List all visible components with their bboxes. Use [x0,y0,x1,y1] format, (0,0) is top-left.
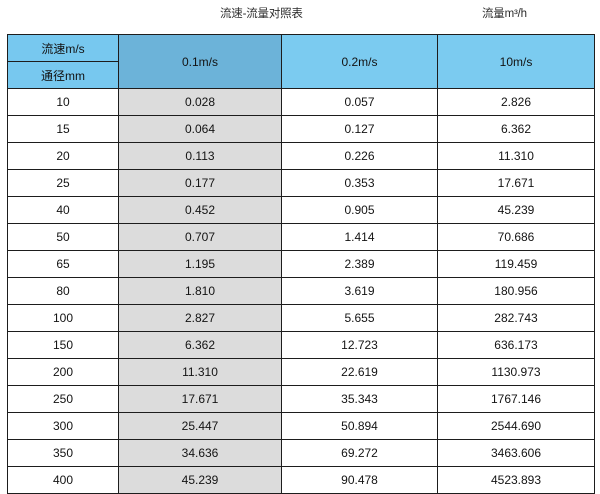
table-row: 25 0.177 0.353 17.671 [7,169,595,197]
cell-flow-value: 0.127 [281,115,438,143]
cell-flow-value: 0.057 [281,88,438,116]
cell-nominal-diameter: 25 [7,169,119,197]
column-header-0: 0.1m/s [118,34,282,89]
cell-flow-value: 3.619 [281,277,438,305]
table-row: 250 17.671 35.343 1767.146 [7,385,595,413]
cell-flow-value: 0.028 [118,88,282,116]
cell-nominal-diameter: 300 [7,412,119,440]
flow-units-label: 流量m³/h [482,8,527,20]
cell-flow-value: 0.452 [118,196,282,224]
corner-header-velocity-label: 流速m/s [7,34,119,62]
cell-nominal-diameter: 400 [7,466,119,494]
cell-flow-value: 50.894 [281,412,438,440]
cell-flow-value: 34.636 [118,439,282,467]
table-row: 150 6.362 12.723 636.173 [7,331,595,359]
cell-flow-value: 2544.690 [437,412,595,440]
cell-flow-value: 119.459 [437,250,595,278]
cell-nominal-diameter: 65 [7,250,119,278]
cell-nominal-diameter: 50 [7,223,119,251]
cell-flow-value: 1767.146 [437,385,595,413]
table-row: 200 11.310 22.619 1130.973 [7,358,595,386]
cell-flow-value: 6.362 [118,331,282,359]
cell-flow-value: 11.310 [118,358,282,386]
cell-flow-value: 6.362 [437,115,595,143]
cell-flow-value: 17.671 [437,169,595,197]
cell-flow-value: 35.343 [281,385,438,413]
table-row: 100 2.827 5.655 282.743 [7,304,595,332]
cell-flow-value: 3463.606 [437,439,595,467]
cell-flow-value: 0.707 [118,223,282,251]
table-row: 15 0.064 0.127 6.362 [7,115,595,143]
flow-velocity-table: 流速m/s 0.1m/s 0.2m/s 10m/s 通径mm 10 0.028 0.… [7,34,595,494]
cell-flow-value: 1.195 [118,250,282,278]
cell-flow-value: 1.414 [281,223,438,251]
cell-nominal-diameter: 20 [7,142,119,170]
table-row: 40 0.452 0.905 45.239 [7,196,595,224]
caption-row: 流速-流量对照表 流量m³/h [0,6,600,28]
table-row: 20 0.113 0.226 11.310 [7,142,595,170]
cell-flow-value: 0.113 [118,142,282,170]
cell-flow-value: 17.671 [118,385,282,413]
cell-nominal-diameter: 250 [7,385,119,413]
table-row: 10 0.028 0.057 2.826 [7,88,595,116]
cell-flow-value: 2.389 [281,250,438,278]
cell-flow-value: 0.226 [281,142,438,170]
header-row-bottom: 通径mm [7,61,595,89]
cell-nominal-diameter: 40 [7,196,119,224]
cell-flow-value: 2.826 [437,88,595,116]
cell-flow-value: 69.272 [281,439,438,467]
cell-flow-value: 70.686 [437,223,595,251]
cell-flow-value: 25.447 [118,412,282,440]
corner-header-diameter-label: 通径mm [7,61,119,89]
table-row: 65 1.195 2.389 119.459 [7,250,595,278]
cell-flow-value: 0.353 [281,169,438,197]
cell-flow-value: 1.810 [118,277,282,305]
table-title: 流速-流量对照表 [220,8,303,20]
table-row: 400 45.239 90.478 4523.893 [7,466,595,494]
cell-flow-value: 12.723 [281,331,438,359]
column-header-2: 10m/s [437,34,595,89]
cell-flow-value: 0.177 [118,169,282,197]
cell-flow-value: 90.478 [281,466,438,494]
column-header-1: 0.2m/s [281,34,438,89]
cell-flow-value: 0.064 [118,115,282,143]
cell-flow-value: 45.239 [118,466,282,494]
cell-flow-value: 5.655 [281,304,438,332]
page-root: 流速-流量对照表 流量m³/h 流速m/s 0.1m/s 0.2m/s 10m/… [0,6,600,494]
table-head: 流速m/s 0.1m/s 0.2m/s 10m/s 通径mm [7,34,595,89]
cell-flow-value: 282.743 [437,304,595,332]
cell-nominal-diameter: 80 [7,277,119,305]
table-row: 350 34.636 69.272 3463.606 [7,439,595,467]
cell-flow-value: 0.905 [281,196,438,224]
cell-nominal-diameter: 15 [7,115,119,143]
table-row: 300 25.447 50.894 2544.690 [7,412,595,440]
header-row-top: 流速m/s 0.1m/s 0.2m/s 10m/s [7,34,595,89]
table-row: 80 1.810 3.619 180.956 [7,277,595,305]
cell-nominal-diameter: 10 [7,88,119,116]
cell-flow-value: 2.827 [118,304,282,332]
table-body: 10 0.028 0.057 2.826 15 0.064 0.127 6.362 20 0.11… [7,88,595,494]
cell-flow-value: 4523.893 [437,466,595,494]
cell-flow-value: 22.619 [281,358,438,386]
cell-nominal-diameter: 350 [7,439,119,467]
cell-flow-value: 11.310 [437,142,595,170]
cell-flow-value: 180.956 [437,277,595,305]
flow-velocity-table-container: 流速m/s 0.1m/s 0.2m/s 10m/s 通径mm 10 0.028 0.… [7,34,595,494]
cell-nominal-diameter: 150 [7,331,119,359]
cell-nominal-diameter: 200 [7,358,119,386]
cell-flow-value: 636.173 [437,331,595,359]
cell-flow-value: 45.239 [437,196,595,224]
cell-nominal-diameter: 100 [7,304,119,332]
table-row: 50 0.707 1.414 70.686 [7,223,595,251]
cell-flow-value: 1130.973 [437,358,595,386]
